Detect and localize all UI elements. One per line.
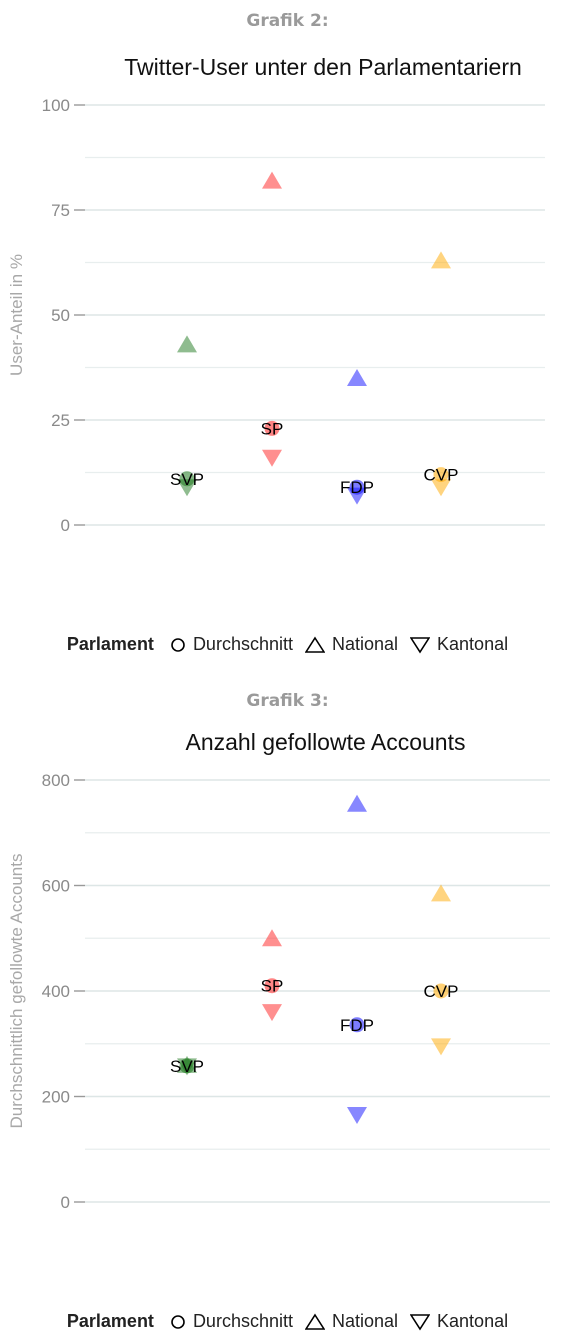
legend-label: National xyxy=(331,634,399,654)
legend-item-national: National xyxy=(304,1311,399,1332)
party-label-sp: SP xyxy=(261,977,284,996)
legend-label: Durchschnitt xyxy=(192,634,293,654)
point-sp-kantonal xyxy=(262,449,282,467)
point-sp-kantonal xyxy=(262,1004,282,1022)
legend-label: Kantonal xyxy=(437,1311,509,1331)
legend-label: Durchschnitt xyxy=(192,1311,293,1331)
party-label-svp: SVP xyxy=(170,1057,204,1076)
point-sp-national xyxy=(262,929,282,947)
point-svp-durchschnitt xyxy=(179,1058,195,1074)
y-tick-label: 0 xyxy=(61,516,70,535)
y-tick-label: 800 xyxy=(42,771,70,790)
figure-3-label: Grafik 3: xyxy=(246,691,329,711)
legend-title: Parlament xyxy=(66,634,154,654)
party-label-sp: SP xyxy=(261,419,284,438)
circle-icon xyxy=(171,1314,185,1329)
followed-accounts-chart: Anzahl gefollowte Accounts 0 200 400 600 800 D… xyxy=(7,729,550,1212)
triangle-up-icon xyxy=(304,1313,325,1330)
point-cvp-durchschnitt xyxy=(433,983,449,999)
chart-title: Twitter-User unter den Parlamentariern xyxy=(124,54,522,80)
y-tick-label: 200 xyxy=(42,1088,70,1107)
y-tick-label: 50 xyxy=(51,306,70,325)
y-tick-label: 0 xyxy=(61,1193,70,1212)
point-cvp-kantonal xyxy=(431,479,451,497)
triangle-down-icon xyxy=(410,636,431,653)
y-axis-label: User-Anteil in % xyxy=(7,254,26,376)
chart-title: Anzahl gefollowte Accounts xyxy=(185,729,465,755)
circle-icon xyxy=(171,637,185,652)
party-label-cvp: CVP xyxy=(424,466,459,485)
point-svp-national xyxy=(177,335,197,353)
point-fdp-durchschnitt xyxy=(349,479,365,495)
y-tick-label: 600 xyxy=(42,877,70,896)
point-fdp-national xyxy=(347,369,367,386)
figure-2-label: Grafik 2: xyxy=(246,11,329,31)
y-tick-label: 75 xyxy=(51,201,70,220)
y-axis-label: Durchschnittlich gefollowte Accounts xyxy=(7,854,26,1129)
legend-title: Parlament xyxy=(66,1311,154,1331)
point-fdp-national xyxy=(347,794,367,812)
party-label-svp: SVP xyxy=(170,470,204,489)
point-sp-national xyxy=(262,171,282,189)
point-fdp-kantonal xyxy=(347,1106,367,1124)
point-sp-durchschnitt xyxy=(264,978,280,994)
point-cvp-kantonal xyxy=(431,1038,451,1056)
legend-label: National xyxy=(331,1311,399,1331)
legend-label: Kantonal xyxy=(437,634,509,654)
point-fdp-durchschnitt xyxy=(349,1017,365,1033)
legend-item-durchschnitt: Durchschnitt xyxy=(170,634,293,655)
legend-item-kantonal: Kantonal xyxy=(410,1311,508,1332)
user-share-chart: Twitter-User unter den Parlamentariern 0 2… xyxy=(7,54,545,535)
triangle-up-icon xyxy=(304,636,325,653)
point-svp-durchschnitt xyxy=(179,471,195,487)
party-label-cvp: CVP xyxy=(424,982,459,1001)
y-tick-label: 100 xyxy=(42,96,70,115)
legend-item-national: National xyxy=(304,634,399,655)
legend-item-durchschnitt: Durchschnitt xyxy=(170,1311,293,1332)
y-tick-label: 400 xyxy=(42,982,70,1001)
legend-item-kantonal: Kantonal xyxy=(410,634,508,655)
party-label-fdp: FDP xyxy=(340,478,374,497)
point-cvp-durchschnitt xyxy=(433,467,449,483)
point-cvp-national xyxy=(431,884,451,902)
point-cvp-national xyxy=(431,251,451,269)
legend-figure-3: Parlament Durchschnitt National Kantonal xyxy=(0,1311,575,1332)
y-tick-label: 25 xyxy=(51,411,70,430)
triangle-down-icon xyxy=(410,1313,431,1330)
party-label-fdp: FDP xyxy=(340,1016,374,1035)
point-sp-durchschnitt xyxy=(264,420,280,436)
legend-figure-2: Parlament Durchschnitt National Kantonal xyxy=(0,634,575,655)
